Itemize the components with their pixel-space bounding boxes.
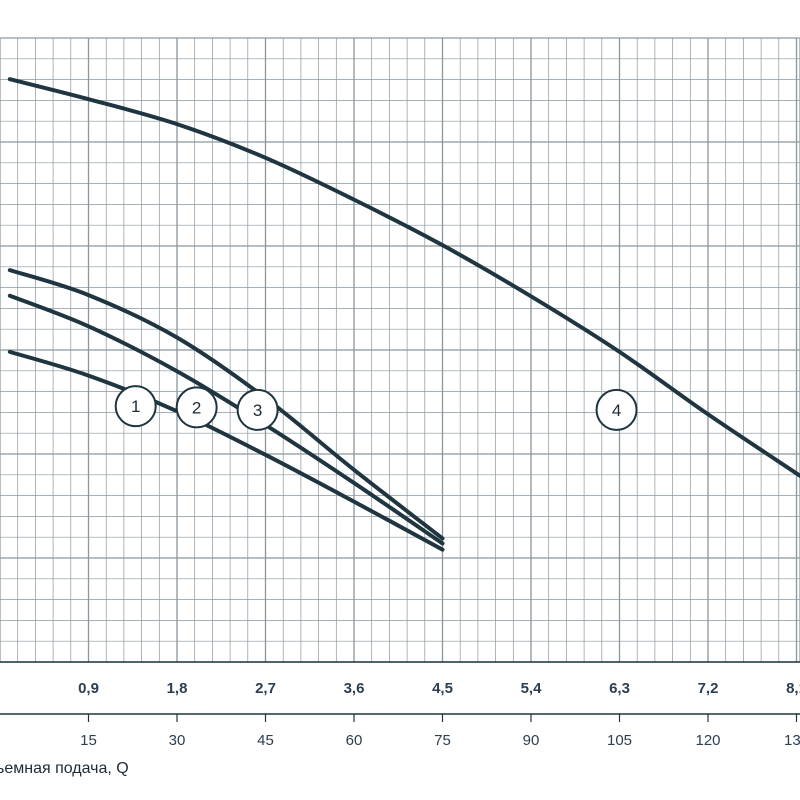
x-tick-label-bottom: 105 — [607, 732, 632, 749]
x-tick-label-bottom: 15 — [80, 732, 97, 749]
x-tick-label-top: 6,3 — [609, 680, 630, 697]
x-tick-label-bottom: 90 — [523, 732, 540, 749]
x-tick-label-top: 1,8 — [167, 680, 188, 697]
x-tick-label-top: 8,1 — [786, 680, 800, 697]
curve-2 — [7, 293, 445, 546]
curve-marker-2 — [175, 386, 218, 429]
x-tick-label-top: 0,9 — [78, 680, 99, 697]
x-tick-label-bottom: 135 — [784, 732, 800, 749]
grid — [0, 37, 800, 663]
x-tick-label-bottom: 120 — [695, 732, 720, 749]
curve-marker-3 — [236, 388, 279, 431]
x-tick-label-top: 7,2 — [698, 680, 719, 697]
axes: 0,9 1,8 2,7 3,6 4,5 5,4 6,3 7,2 8,1 15 30 45 60 75 90 1… — [0, 661, 800, 749]
x-axis-title: ьемная подача, Q — [0, 760, 129, 777]
curves — [7, 77, 800, 552]
curve-marker-label-3: 3 — [253, 401, 262, 420]
curve-3 — [7, 268, 445, 541]
x-tick-label-bottom: 75 — [434, 732, 451, 749]
x-tick-label-bottom: 60 — [346, 732, 363, 749]
x-tick-label-bottom: 30 — [169, 732, 186, 749]
x-tick-label-bottom: 45 — [257, 732, 274, 749]
curve-4 — [7, 77, 800, 479]
curve-marker-label-4: 4 — [612, 401, 621, 420]
x-tick-label-top: 2,7 — [255, 680, 276, 697]
curve-marker-1 — [114, 385, 157, 428]
curve-1 — [7, 349, 445, 552]
x-tick-label-top: 4,5 — [432, 680, 453, 697]
curve-marker-label-2: 2 — [192, 398, 201, 417]
curve-marker-label-1: 1 — [131, 397, 140, 416]
x-tick-label-top: 3,6 — [344, 680, 365, 697]
curve-markers: 1 2 3 4 — [114, 385, 638, 431]
curve-marker-4 — [595, 388, 638, 431]
x-tick-label-top: 5,4 — [521, 680, 543, 697]
